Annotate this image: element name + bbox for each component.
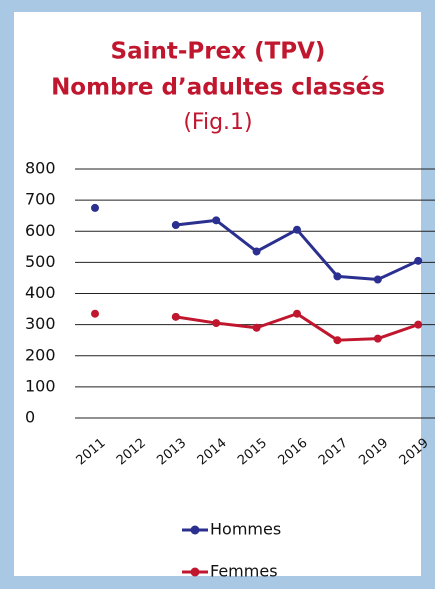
point bbox=[333, 336, 342, 345]
y-tick-label: 100 bbox=[25, 376, 56, 395]
y-tick-label: 200 bbox=[25, 345, 56, 364]
point bbox=[414, 256, 423, 265]
point bbox=[252, 323, 261, 332]
point bbox=[91, 203, 99, 212]
legend-label: Femmes bbox=[210, 562, 278, 581]
point bbox=[91, 309, 99, 318]
point bbox=[373, 334, 382, 343]
chart-title: Saint-Prex (TPV) bbox=[111, 39, 326, 65]
y-tick-label: 300 bbox=[25, 314, 56, 333]
chart-subtitle: Nombre d’adultes classés bbox=[51, 75, 385, 101]
point bbox=[373, 275, 382, 284]
y-tick-label: 800 bbox=[25, 159, 56, 178]
y-tick-label: 600 bbox=[25, 221, 56, 240]
point bbox=[212, 216, 221, 225]
legend-marker bbox=[190, 525, 200, 535]
y-tick-label: 0 bbox=[25, 408, 35, 427]
y-tick-label: 500 bbox=[25, 252, 56, 271]
point bbox=[171, 221, 180, 230]
point bbox=[414, 320, 423, 329]
point bbox=[333, 272, 342, 281]
legend-marker bbox=[190, 567, 200, 577]
point bbox=[171, 312, 180, 321]
y-tick-label: 400 bbox=[25, 283, 56, 302]
y-tick-label: 700 bbox=[25, 190, 56, 209]
point bbox=[293, 309, 301, 318]
point bbox=[212, 319, 221, 328]
point bbox=[293, 225, 301, 234]
point bbox=[252, 247, 261, 256]
figure-label: (Fig.1) bbox=[183, 110, 252, 135]
legend-label: Hommes bbox=[210, 520, 281, 539]
